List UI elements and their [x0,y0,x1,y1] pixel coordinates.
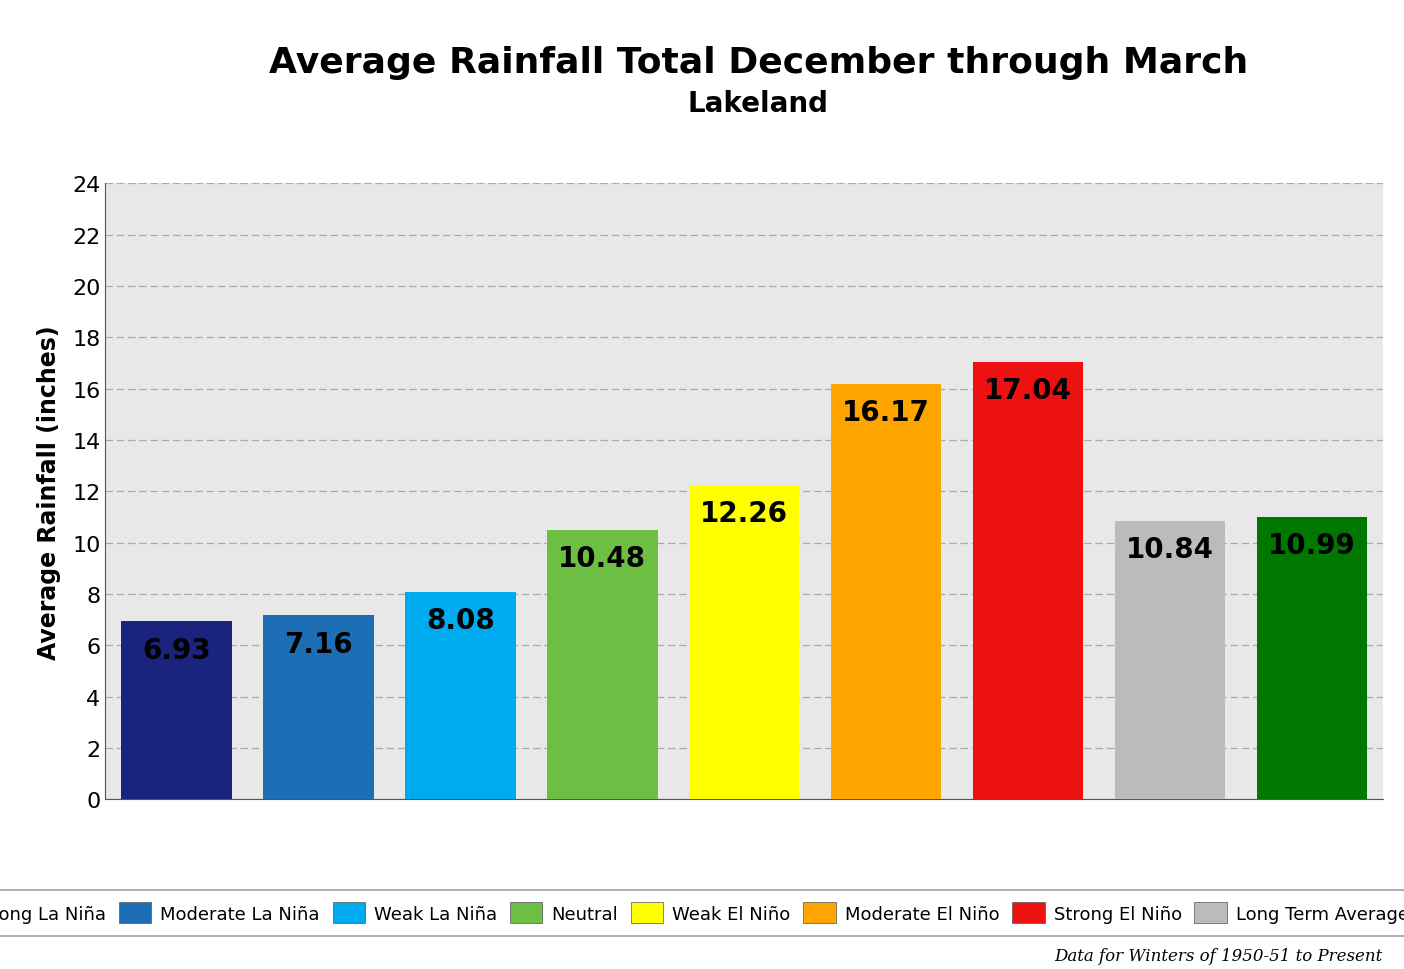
Bar [263,616,373,799]
Text: 10.84: 10.84 [1126,536,1214,564]
Text: Data for Winters of 1950-51 to Present: Data for Winters of 1950-51 to Present [1054,947,1383,964]
Text: 12.26: 12.26 [701,499,788,527]
Legend: Strong La Niña, Moderate La Niña, Weak La Niña, Neutral, Weak El Niño, Moderate : Strong La Niña, Moderate La Niña, Weak L… [0,890,1404,936]
Bar [1257,517,1367,799]
Text: Lakeland: Lakeland [688,90,828,117]
Bar [973,362,1084,799]
Text: Average Rainfall Total December through March: Average Rainfall Total December through … [268,46,1248,80]
Bar [546,531,657,799]
Y-axis label: Average Rainfall (inches): Average Rainfall (inches) [37,325,60,659]
Bar [831,385,942,799]
Text: 16.17: 16.17 [842,399,929,427]
Bar [689,485,799,799]
Bar [404,592,515,799]
Text: 8.08: 8.08 [425,607,494,635]
Text: 17.04: 17.04 [984,377,1073,405]
Bar [1115,521,1226,799]
Text: 7.16: 7.16 [284,630,352,658]
Bar [121,622,232,799]
Text: 6.93: 6.93 [142,636,211,664]
Text: 10.99: 10.99 [1268,532,1356,560]
Text: 10.48: 10.48 [559,545,646,573]
